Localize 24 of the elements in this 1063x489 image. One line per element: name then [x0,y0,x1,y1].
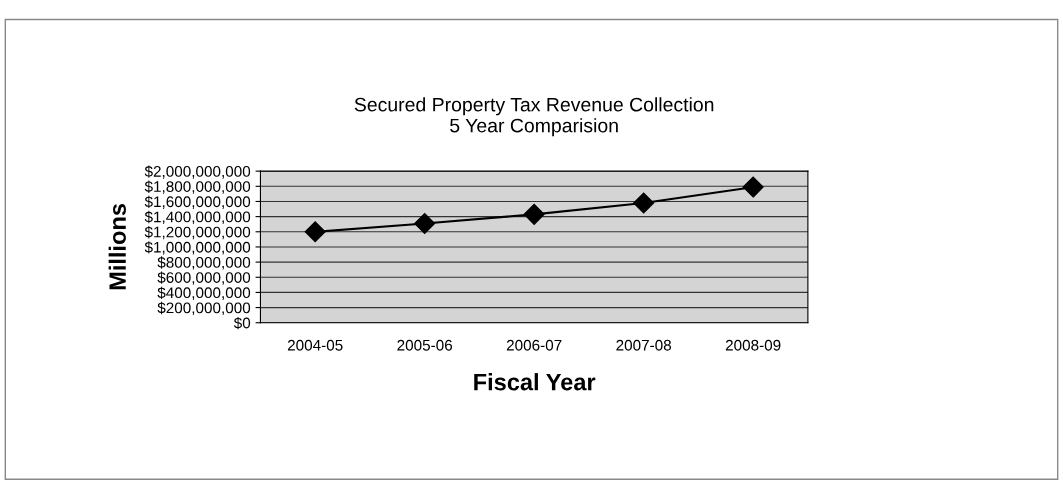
x-tick-label: 2007-08 [616,339,672,351]
point [304,221,326,243]
chart-title: Secured Property Tax Revenue Collection 5 Year Comparision [354,97,714,137]
point [742,176,764,198]
point [633,192,655,214]
y-tick-label: $1,600,000,000 [144,195,251,209]
y-axis-title: Millions [108,203,126,290]
x-tick-label: 2005-06 [397,339,453,351]
y-tick-label: $0 [233,316,251,330]
y-tick-label: $400,000,000 [157,286,251,300]
y-tick-label: $1,400,000,000 [144,210,251,225]
x-axis-title: Fiscal Year [474,373,596,391]
y-tick-label: $2,000,000,000 [144,165,251,179]
point [414,212,436,234]
y-tick-label: $200,000,000 [157,301,251,316]
x-tick-label: 2004-05 [287,339,343,351]
point [523,203,545,225]
y-tick-label: $800,000,000 [157,256,251,270]
y-tick-label: $600,000,000 [157,271,251,285]
y-tick-label: $1,000,000,000 [144,241,251,255]
y-tick-label: $1,200,000,000 [144,226,251,240]
x-tick-label: 2006-07 [506,339,562,351]
y-tick-label: $1,800,000,000 [144,180,251,194]
x-tick-label: 2008-09 [725,339,781,351]
